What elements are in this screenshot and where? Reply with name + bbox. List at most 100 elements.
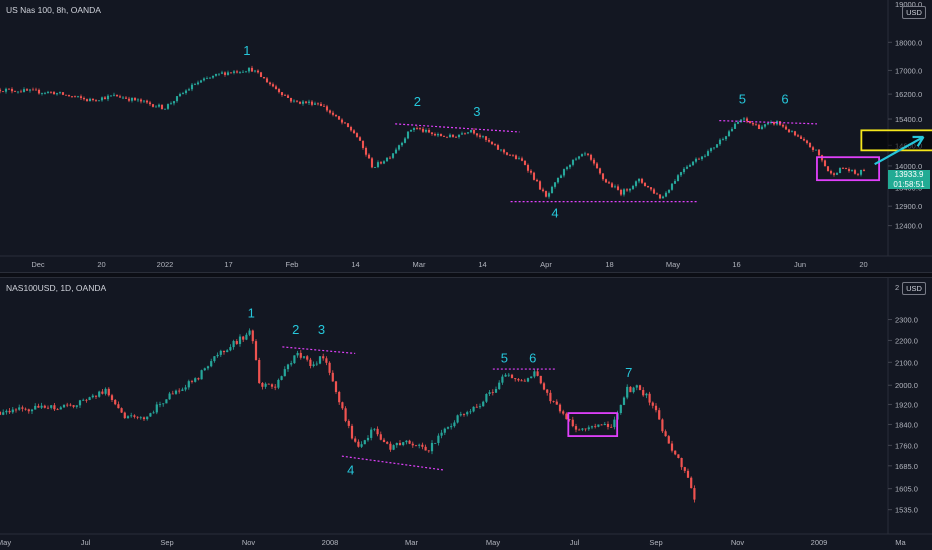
pane-separator[interactable] [0,272,932,278]
candle-body [673,181,677,184]
candle-body [748,121,752,124]
candle-body [107,388,110,396]
candle-body [364,147,368,155]
candle-body [546,389,549,393]
candle-body [200,370,203,380]
candle-body [274,86,278,90]
candle-body [418,444,421,446]
candle-body [37,89,41,94]
candle-body [157,104,161,107]
candle-body [502,149,506,153]
candle-body [850,170,854,171]
price-tick-label: 2000.0 [895,381,918,390]
candle-body [587,427,590,430]
candle-body [805,140,809,144]
candle-body [328,362,331,373]
candle-body [504,374,507,377]
candle-body [216,354,219,357]
candle-body [520,158,524,161]
time-tick-label: Ma [895,538,906,547]
candle-body [448,134,452,138]
candle-body [88,397,91,401]
candle-body [436,134,440,136]
candle-body [610,426,613,428]
candle-body [841,168,845,169]
candle-body [463,133,467,135]
candle-body [643,182,647,187]
candle-body [222,350,226,353]
candle-body [166,104,170,109]
candlestick-chart-8h[interactable]: 12400.012900.013400.014000.014600.015400… [0,0,932,272]
candle-body [334,381,338,392]
candle-body [439,134,443,137]
candle-body [133,415,136,417]
candle-body [616,186,620,190]
candle-body [606,423,610,427]
candle-body [415,128,419,129]
trendline [341,455,445,471]
candle-body [18,407,21,410]
projection-arrow [874,135,925,166]
candle-body [226,72,230,75]
candle-body [523,160,527,165]
candle-body [46,91,50,93]
candle-body [730,128,734,132]
candle-body [625,189,629,191]
currency-badge[interactable]: USD [902,282,926,295]
candle-body [424,129,428,132]
candle-body [97,100,101,102]
candle-body [453,422,456,427]
candle-body [214,73,218,76]
candle-body [244,71,248,73]
last-price-value: 13933.9 [894,170,924,179]
candle-body [505,152,509,155]
candle-body [550,186,554,194]
candle-body [682,168,686,173]
time-tick-label: 14 [351,260,359,269]
candle-body [123,412,126,419]
candle-body [271,84,275,87]
candle-body [175,96,179,102]
candle-body [664,192,668,197]
candle-body [1,91,5,93]
candle-body [634,181,638,186]
candle-body [235,71,239,73]
projection-arrow-head [916,136,925,147]
candle-body [613,186,617,188]
candle-body [322,105,326,107]
candle-body [349,126,353,131]
candle-body [589,154,593,160]
candle-body [72,405,75,407]
price-tick-label: 1605.0 [895,485,918,494]
candle-body [498,382,501,390]
candle-body [88,98,92,102]
candle-body [686,470,690,478]
candle-body [736,122,740,124]
candle-body [679,172,683,176]
candle-body [583,153,587,155]
candle-body [155,404,158,413]
candle-body [217,73,221,75]
candle-body [600,424,603,426]
currency-badge[interactable]: USD [902,6,926,19]
candle-body [117,404,120,409]
candle-body [568,164,572,168]
chart-panel-nas100-8h[interactable]: 12400.012900.013400.014000.014600.015400… [0,0,932,272]
candle-body [670,443,674,451]
candlestick-chart-1d[interactable]: 1535.0 1605.0 1685.0 1760.0 1840.0 1920.0 2000… [0,278,932,550]
candle-body [358,137,362,141]
candle-body [631,185,635,189]
candle-body [693,488,696,500]
candle-body [592,159,596,164]
candle-body [136,99,140,101]
candle-body [392,445,395,450]
candle-body [517,158,521,160]
wave-label: 4 [347,462,354,477]
candle-body [496,145,500,150]
price-tick-label: 2200.0 [895,336,918,345]
candle-body [307,101,311,103]
candle-body [594,426,597,428]
candle-body [443,428,446,433]
chart-panel-nas100usd-1d[interactable]: 1535.0 1605.0 1685.0 1760.0 1840.0 1920.0 2000… [0,278,932,550]
candle-body [331,112,335,115]
